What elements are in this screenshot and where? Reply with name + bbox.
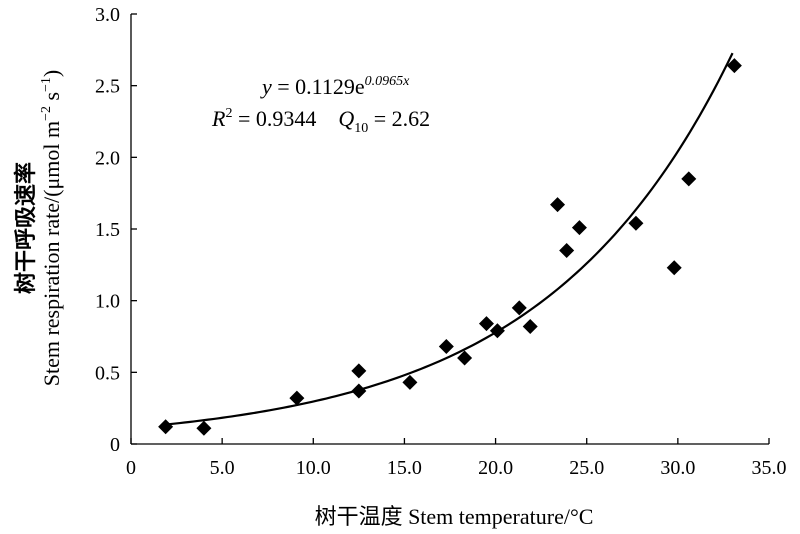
data-point <box>522 318 538 334</box>
y-axis-title-sup2: −1 <box>39 77 54 92</box>
data-point <box>196 420 212 436</box>
data-point <box>158 419 174 435</box>
data-point <box>550 197 566 213</box>
q10-value: = 2.62 <box>368 106 430 131</box>
r2-sup: 2 <box>225 106 232 121</box>
x-tick-label: 30.0 <box>660 457 695 479</box>
fit-curve-group <box>165 52 734 426</box>
y-tick-label: 1.5 <box>95 219 120 241</box>
axes <box>130 14 769 445</box>
y-axis-title-cn: 树干呼吸速率 <box>13 162 38 294</box>
y-axis-title-mid: s <box>39 92 64 106</box>
r2-value: = 0.9344 <box>232 106 316 131</box>
data-point <box>681 171 697 187</box>
data-point <box>351 363 367 379</box>
data-point <box>628 215 644 231</box>
y-axis-title-end: ) <box>39 70 64 77</box>
eq-exponent: 0.0965x <box>365 74 411 89</box>
q10-sub: 10 <box>354 121 368 136</box>
y-axis-title-en: Stem respiration rate/(μmol m <box>39 121 64 386</box>
y-tick-label: 2.0 <box>95 147 120 169</box>
data-point <box>511 300 527 316</box>
fit-equation: y = 0.1129e0.0965x <box>260 74 410 99</box>
q10-label: Q <box>338 106 354 131</box>
y-tick-label: 2.5 <box>95 76 120 98</box>
data-point <box>438 339 454 355</box>
r2-label: R <box>211 106 226 131</box>
data-points <box>158 58 742 436</box>
y-axis-title-sup1: −2 <box>39 106 54 121</box>
y-axis-title: 树干呼吸速率Stem respiration rate/(μmol m−2 s−… <box>13 70 64 387</box>
x-tick-label: 0 <box>126 457 136 479</box>
x-tick-label: 20.0 <box>478 457 513 479</box>
data-point <box>726 58 742 74</box>
ticks: 0 5.0 10.0 15.0 20.0 25.0 30.0 35.0 0 0.5 1.0 1.5 2.… <box>95 4 787 479</box>
x-tick-label: 5.0 <box>210 457 235 479</box>
x-tick-label: 15.0 <box>387 457 422 479</box>
data-point <box>457 350 473 366</box>
data-point <box>571 220 587 236</box>
eq-body: = 0.1129e <box>272 74 365 99</box>
eq-y: y <box>260 74 272 99</box>
fit-curve <box>165 52 734 426</box>
x-tick-label: 10.0 <box>296 457 331 479</box>
data-point <box>351 383 367 399</box>
x-tick-label: 25.0 <box>569 457 604 479</box>
y-tick-label: 1.0 <box>95 291 120 313</box>
y-tick-label: 3.0 <box>95 4 120 26</box>
x-axis-title: 树干温度 Stem temperature/°C <box>315 504 594 529</box>
fit-stats: R2 = 0.9344 Q10 = 2.62 <box>211 106 430 136</box>
data-point <box>478 316 494 332</box>
data-point <box>489 323 505 339</box>
y-tick-label: 0 <box>110 434 120 456</box>
data-point <box>402 374 418 390</box>
data-point <box>289 390 305 406</box>
y-tick-label: 0.5 <box>95 362 120 384</box>
x-tick-label: 35.0 <box>752 457 787 479</box>
equation-annotation: y = 0.1129e0.0965x R2 = 0.9344 Q10 = 2.62 <box>211 74 430 136</box>
data-point <box>666 260 682 276</box>
data-point <box>559 243 575 258</box>
